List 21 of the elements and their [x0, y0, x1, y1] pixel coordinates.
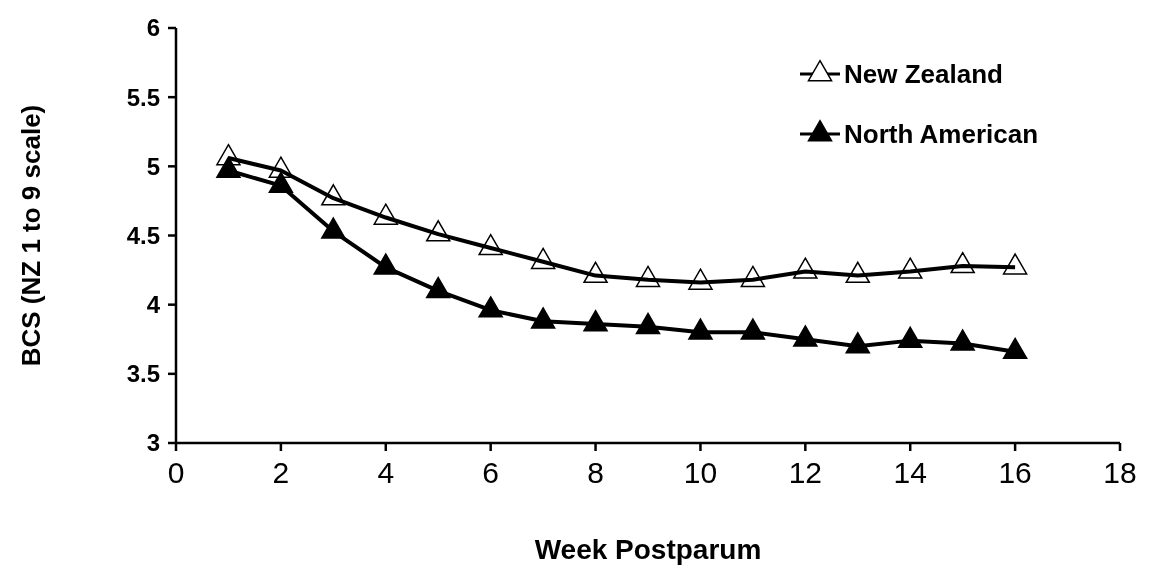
- y-tick-label: 3: [146, 429, 160, 457]
- x-tick-label: 14: [893, 456, 927, 489]
- y-tick-label: 4.5: [126, 221, 160, 249]
- x-tick-label: 16: [998, 456, 1032, 489]
- y-tick-label: 3.5: [126, 360, 160, 388]
- x-tick-label: 10: [683, 456, 718, 489]
- x-tick-label: 12: [788, 456, 823, 489]
- y-tick-label: 5.5: [126, 83, 160, 111]
- legend-label: North American: [844, 119, 1039, 150]
- x-tick-label: 8: [587, 456, 604, 489]
- x-tick-label: 4: [377, 456, 395, 489]
- x-tick-label: 2: [272, 456, 290, 489]
- legend-label: New Zealand: [844, 59, 1003, 90]
- x-tick-label: 0: [167, 456, 185, 489]
- x-tick-label: 18: [1103, 456, 1137, 489]
- x-axis-title: Week Postparum: [534, 534, 762, 565]
- y-tick-label: 4: [146, 291, 161, 319]
- y-tick-label: 6: [146, 14, 160, 42]
- y-axis-title: BCS (NZ 1 to 9 scale): [16, 104, 46, 367]
- y-tick-label: 5: [146, 152, 160, 180]
- x-tick-label: 6: [482, 456, 500, 489]
